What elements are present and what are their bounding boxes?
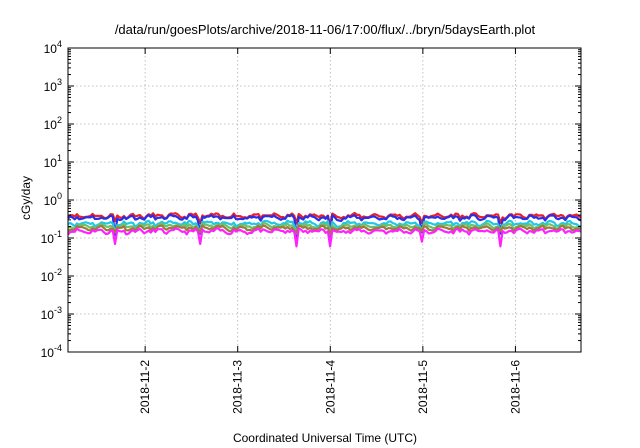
x-tick-label: 2018-11-5 [416, 360, 430, 414]
grid [68, 48, 581, 352]
series-line [67, 224, 582, 237]
y-axis-label: cGy/day [19, 176, 33, 220]
x-axis-label: Coordinated Universal Time (UTC) [233, 431, 417, 445]
y-tick-label: 10-2 [41, 267, 62, 284]
y-tick-label: 101 [44, 153, 62, 170]
series-line [67, 213, 582, 240]
series-line [67, 222, 582, 235]
x-tick-label: 2018-11-4 [323, 360, 337, 414]
x-axis: 2018-11-2 2018-11-3 2018-11-4 2018-11-5 2018… [138, 48, 522, 414]
series-line [67, 219, 582, 237]
y-axis: 10-4 10-3 10-2 10-1 100 101 102 103 104 [41, 39, 581, 360]
y-tick-label: 100 [44, 191, 62, 208]
y-tick-label: 104 [44, 39, 62, 56]
y-tick-label: 10-4 [41, 343, 62, 360]
y-tick-label: 103 [44, 77, 62, 94]
chart-title: /data/run/goesPlots/archive/2018-11-06/1… [115, 22, 536, 37]
y-tick-label: 102 [44, 115, 62, 132]
x-tick-label: 2018-11-3 [231, 360, 245, 414]
x-tick-label: 2018-11-2 [138, 360, 152, 414]
x-tick-label: 2018-11-6 [508, 360, 522, 414]
y-tick-label: 10-3 [41, 305, 62, 322]
series-layer [67, 211, 582, 248]
y-tick-label: 10-1 [41, 229, 62, 246]
series-line [67, 227, 582, 248]
